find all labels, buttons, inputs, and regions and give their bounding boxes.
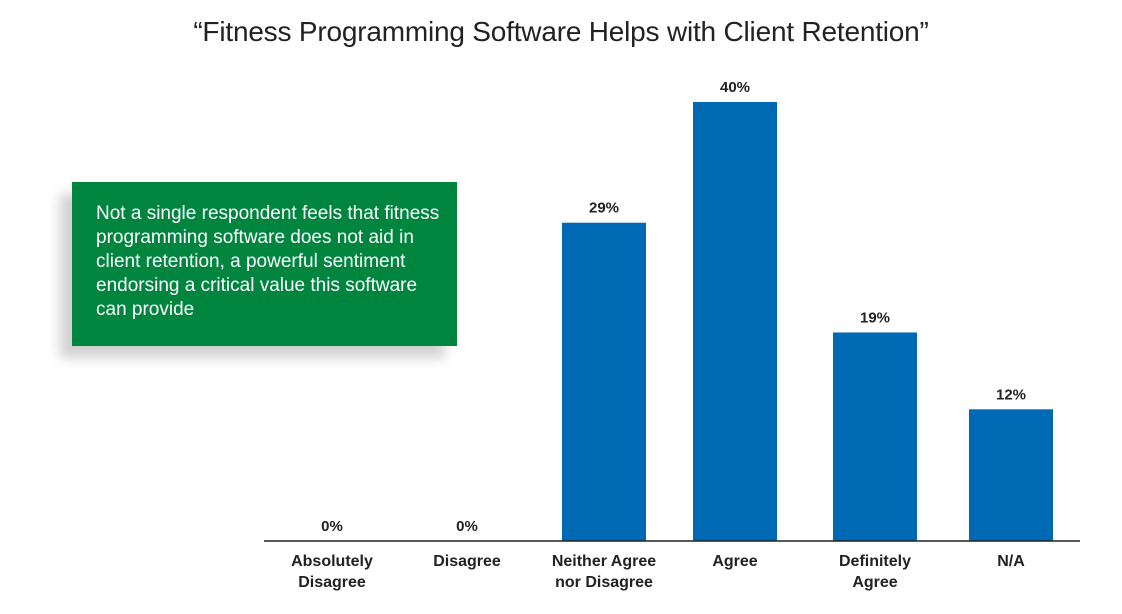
category-label: Neither Agree nor Disagree — [552, 553, 656, 591]
category-label: Definitely Agree — [839, 553, 911, 591]
labels-layer: 0% Absolutely Disagree 0% Disagree 29% Neither… — [291, 79, 1026, 591]
category-label-line: Agree — [712, 553, 757, 570]
category-label-line: Agree — [852, 574, 897, 591]
category-label-line: Disagree — [433, 553, 501, 570]
callout-text: Not a single respondent feels that fitne… — [96, 203, 440, 320]
bar-value-label: 0% — [456, 518, 478, 535]
callout-box: Not a single respondent feels that fitne… — [72, 182, 457, 346]
bar — [562, 222, 646, 541]
bar — [693, 102, 777, 541]
bar — [969, 409, 1053, 541]
bars-layer — [562, 102, 1053, 541]
bar-value-label: 12% — [996, 386, 1026, 403]
bar-value-label: 40% — [720, 79, 750, 96]
bar-value-label: 0% — [321, 518, 343, 535]
category-label: N/A — [997, 553, 1025, 570]
bar — [833, 332, 917, 541]
category-label-line: N/A — [997, 553, 1025, 570]
category-label: Agree — [712, 553, 757, 570]
category-label-line: Absolutely — [291, 553, 373, 570]
chart-title: “Fitness Programming Software Helps with… — [193, 16, 929, 47]
bar-value-label: 29% — [589, 200, 619, 217]
category-label-line: nor Disagree — [555, 574, 653, 591]
category-label: Absolutely Disagree — [291, 553, 373, 591]
category-label-line: Disagree — [298, 574, 366, 591]
category-label: Disagree — [433, 553, 501, 570]
bar-value-label: 19% — [860, 309, 890, 326]
category-label-line: Definitely — [839, 553, 911, 570]
category-label-line: Neither Agree — [552, 553, 656, 570]
